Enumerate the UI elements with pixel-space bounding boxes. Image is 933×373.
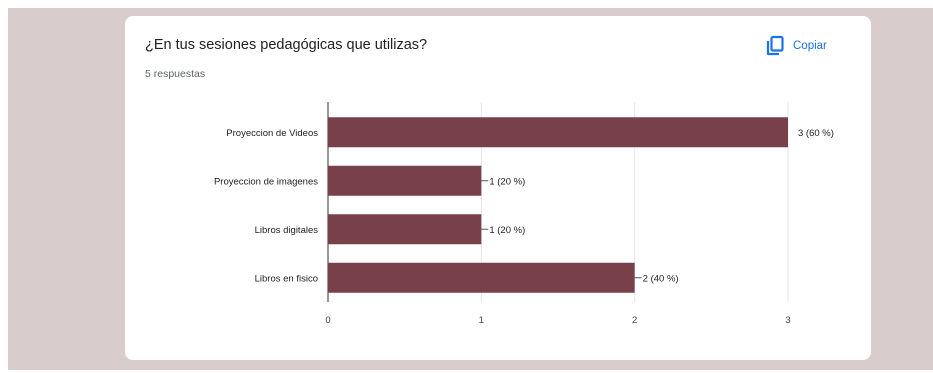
response-count: 5 respuestas <box>145 68 206 80</box>
x-tick-label: 3 <box>785 315 790 326</box>
category-label: Libros en fisico <box>255 273 318 284</box>
copy-label: Copiar <box>793 40 827 52</box>
category-label: Libros digitales <box>255 225 319 236</box>
bar <box>328 117 788 148</box>
data-label: 2 (40 %) <box>643 273 679 284</box>
x-tick-label: 1 <box>479 315 484 326</box>
bar <box>328 262 635 293</box>
x-tick-label: 2 <box>632 315 637 326</box>
data-label: 3 (60 %) <box>798 128 834 139</box>
bar-chart: 0 1 2 3 Proyeccion de Videos 3 (60 %) Proyecci… <box>214 102 834 326</box>
category-label: Proyeccion de imagenes <box>214 176 318 187</box>
data-label: 1 (20 %) <box>489 176 525 187</box>
category-label: Proyeccion de Videos <box>226 128 318 139</box>
question-title: ¿En tus sesiones pedagógicas que utiliza… <box>145 37 428 53</box>
copy-button[interactable]: Copiar <box>765 34 827 58</box>
data-label: 1 (20 %) <box>489 225 525 236</box>
x-tick-label: 0 <box>325 315 330 326</box>
bar <box>328 214 482 245</box>
bar <box>328 165 482 196</box>
copy-icon <box>766 35 784 56</box>
question-summary-card: ¿En tus sesiones pedagógicas que utiliza… <box>125 16 871 360</box>
